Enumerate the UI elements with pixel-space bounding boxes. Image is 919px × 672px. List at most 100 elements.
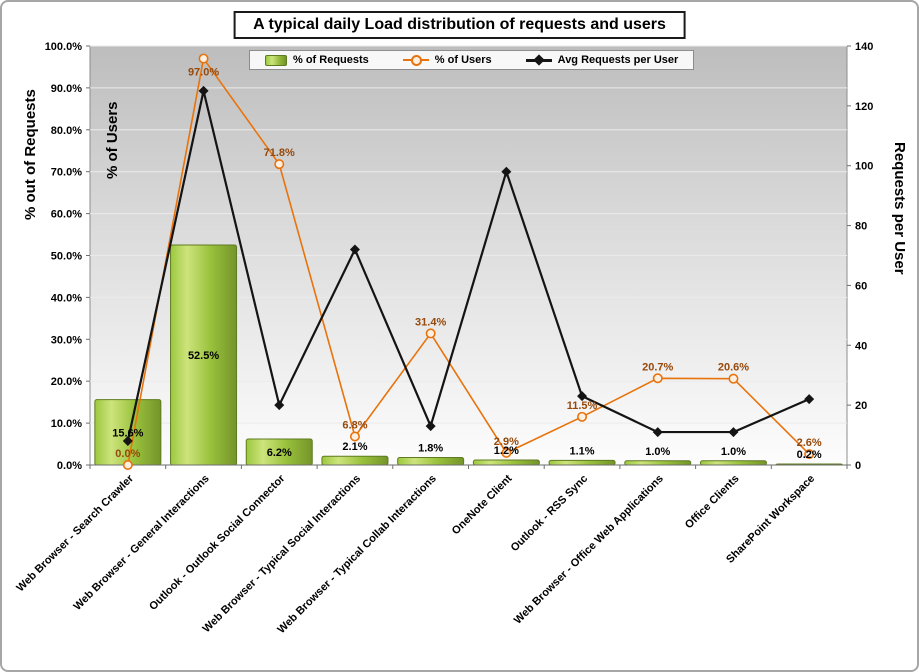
users-marker <box>728 373 739 384</box>
avg-requests-marker <box>501 166 512 177</box>
users-line <box>127 57 810 466</box>
users-data-label: 11.5% <box>567 400 598 412</box>
legend-label-requests: % of Requests <box>293 54 369 66</box>
avg-requests-marker <box>425 421 436 432</box>
users-marker <box>501 447 512 458</box>
avg-requests-marker <box>728 427 739 438</box>
right-axis-tick-label: 100 <box>855 161 873 173</box>
left-axis-tick-label: 30.0% <box>51 334 82 346</box>
category-label: Web Browser - Typical Social Interaction… <box>201 473 364 636</box>
users-data-label: 0.0% <box>115 448 140 460</box>
category-label: Web Browser - Office Web Applications <box>512 473 666 627</box>
bar-data-label: 15.6% <box>112 427 143 439</box>
users-data-label: 20.6% <box>718 362 749 374</box>
axis-tick-labels: 0.0% 10.0% 20.0% 30.0% 40.0% 50.0% 60.0% 70.0% 8… <box>45 41 874 472</box>
users-marker <box>652 373 663 384</box>
bar-data-label: 52.5% <box>188 350 219 362</box>
line-circle-marker-icon <box>402 55 429 66</box>
users-marker <box>349 431 360 442</box>
users-data-label: 31.4% <box>415 316 446 328</box>
users-marker <box>804 449 815 460</box>
bar <box>548 459 616 466</box>
bar-data-label: 1.0% <box>721 446 746 458</box>
legend-label-users: % of Users <box>434 54 492 66</box>
circle-marker-icon <box>410 55 422 66</box>
category-label: Office Clients <box>683 473 742 532</box>
users-marker <box>122 459 133 470</box>
users-data-label: 97.0% <box>188 67 219 79</box>
users-marker <box>274 159 285 170</box>
right-axis-tick-label: 20 <box>855 400 867 412</box>
avg-requests-marker <box>274 400 285 411</box>
avg-requests-marker <box>577 391 588 402</box>
data-labels: 15.6% 52.5% 6.2% 2.1% 1.8% 1.2% 1.1% 1.0% 1.0% 0.… <box>112 67 822 462</box>
category-label: OneNote Client <box>450 472 515 537</box>
left-axis-tick-label: 20.0% <box>51 376 82 388</box>
category-label: Outlook - RSS Sync <box>509 473 591 555</box>
category-label: Web Browser - Search Crawler <box>14 472 136 594</box>
bar-data-label: 2.1% <box>342 441 367 453</box>
right-axis-tick-label: 80 <box>855 221 867 233</box>
users-line-series <box>122 53 815 470</box>
left-axis-tick-label: 0.0% <box>57 460 82 472</box>
bar-series <box>94 244 843 466</box>
left-axis-tick-label: 100.0% <box>45 41 83 53</box>
category-label: Web Browser - General Interactions <box>71 473 211 613</box>
bar-swatch-icon <box>265 54 287 66</box>
bar-data-label: 1.1% <box>570 445 595 457</box>
users-data-label: 2.6% <box>797 437 822 449</box>
category-label: Web Browser - Typical Collab Interaction… <box>275 473 438 636</box>
users-data-label: 20.7% <box>642 361 673 373</box>
bar <box>321 455 389 466</box>
category-label: SharePoint Workspace <box>724 473 817 566</box>
left-axis-tick-label: 80.0% <box>51 125 82 137</box>
users-data-label: 2.9% <box>494 436 519 448</box>
left-axis-title: % out of Requests <box>22 89 39 220</box>
users-marker <box>577 411 588 422</box>
right-axis-title: Requests per User <box>891 142 908 275</box>
users-data-label: 71.8% <box>264 147 295 159</box>
legend-item-users: % of Users <box>402 54 492 66</box>
left-axis-secondary-title: % of Users <box>104 101 121 179</box>
bar <box>472 459 540 466</box>
bar-data-label: 1.0% <box>645 446 670 458</box>
avg-requests-marker <box>122 436 133 447</box>
right-axis-tick-label: 60 <box>855 280 867 292</box>
legend-label-avg-requests: Avg Requests per User <box>557 54 679 66</box>
axes <box>86 45 851 469</box>
avg-requests-marker <box>349 244 360 255</box>
bar <box>397 456 465 466</box>
avg-requests-marker <box>652 427 663 438</box>
right-axis-tick-label: 40 <box>855 340 867 352</box>
bar-data-label: 1.2% <box>494 445 519 457</box>
users-data-label: 6.8% <box>342 420 367 432</box>
avg-requests-marker <box>804 394 815 405</box>
chart-title: A typical daily Load distribution of req… <box>233 11 686 39</box>
legend-item-requests: % of Requests <box>265 54 369 66</box>
right-axis-tick-label: 140 <box>855 41 873 53</box>
right-axis-tick-label: 0 <box>855 460 861 472</box>
left-axis-tick-label: 70.0% <box>51 167 82 179</box>
left-axis-tick-label: 60.0% <box>51 209 82 221</box>
left-axis-tick-label: 40.0% <box>51 292 82 304</box>
users-marker <box>198 53 209 64</box>
category-label: Outlook - Outlook Social Connector <box>147 472 288 613</box>
avg-requests-marker <box>198 85 209 96</box>
bar-data-label: 1.8% <box>418 442 443 454</box>
right-axis-tick-label: 120 <box>855 101 873 113</box>
left-axis-tick-label: 50.0% <box>51 251 82 263</box>
line-diamond-marker-icon <box>525 53 552 66</box>
diamond-marker-icon <box>532 53 545 66</box>
avg-requests-line-series <box>122 85 815 447</box>
bar-data-label: 0.2% <box>797 449 822 461</box>
left-axis-tick-label: 10.0% <box>51 418 82 430</box>
bar-data-label: 6.2% <box>267 447 292 459</box>
users-marker <box>425 328 436 339</box>
bar <box>699 460 767 466</box>
legend-item-avg-requests: Avg Requests per User <box>525 53 679 66</box>
avg-requests-line <box>126 89 810 442</box>
chart-legend: % of Requests % of Users Avg Requests pe… <box>249 50 695 70</box>
